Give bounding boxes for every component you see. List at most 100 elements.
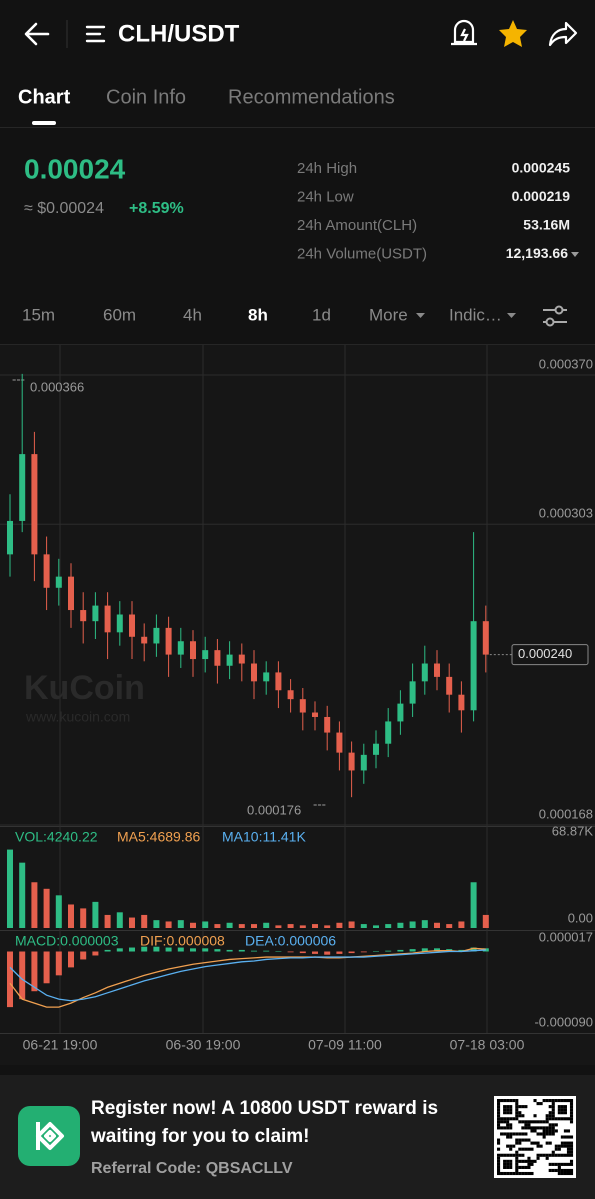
macd-bar: [7, 951, 13, 1008]
qr-module: [563, 1153, 567, 1157]
qr-module: [497, 1168, 501, 1173]
qr-module: [548, 1114, 552, 1118]
qr-module: [539, 1102, 543, 1106]
timeframe-option[interactable]: More: [369, 305, 408, 324]
qr-module: [569, 1102, 574, 1106]
qr-module: [554, 1168, 558, 1173]
alert-icon[interactable]: [451, 19, 477, 46]
qr-module: [557, 1171, 561, 1176]
qr-module: [545, 1117, 549, 1121]
qr-module: [497, 1099, 501, 1103]
qr-module: [518, 1141, 522, 1145]
macd-bar: [80, 951, 87, 960]
qr-module: [569, 1120, 574, 1124]
qr-module: [554, 1144, 558, 1148]
qr-module: [509, 1108, 513, 1112]
volume-bar: [177, 920, 184, 928]
volume-bar: [446, 924, 453, 928]
macd-bar: [238, 949, 245, 952]
candle-body: [92, 605, 99, 622]
qr-module: [533, 1129, 537, 1133]
share-icon[interactable]: [548, 21, 578, 47]
qr-module: [557, 1108, 561, 1112]
volume-bar: [153, 920, 160, 928]
qr-module: [497, 1102, 501, 1106]
candle-body: [275, 672, 282, 691]
stat-value: 12,193.66: [506, 245, 568, 261]
qr-module: [557, 1099, 561, 1103]
last-price-box: [511, 644, 589, 666]
qr-module: [533, 1141, 537, 1145]
qr-module: [563, 1105, 567, 1109]
min-marker: ---: [313, 796, 326, 811]
timeframe-option[interactable]: 4h: [183, 305, 202, 324]
qr-module: [527, 1162, 531, 1166]
qr-module: [509, 1144, 513, 1148]
max-marker: ---: [12, 371, 25, 386]
qr-module: [569, 1114, 574, 1118]
timeframe-option[interactable]: 15m: [22, 305, 55, 324]
qr-module: [533, 1114, 537, 1118]
qr-module: [518, 1171, 522, 1176]
qr-module: [569, 1144, 574, 1148]
qr-module: [551, 1108, 555, 1112]
volume-bar: [385, 924, 392, 928]
qr-module: [569, 1159, 574, 1163]
qr-module: [506, 1132, 510, 1136]
qr-module: [569, 1162, 574, 1166]
qr-module: [569, 1135, 574, 1139]
qr-module: [503, 1171, 507, 1176]
banner-headline: waiting for you to claim!: [90, 1126, 310, 1147]
qr-module: [512, 1132, 516, 1136]
x-tick-label: 06-21 19:00: [23, 1037, 98, 1053]
qr-module: [548, 1111, 552, 1115]
tab-active[interactable]: Chart: [18, 86, 71, 108]
menu-icon[interactable]: [85, 25, 106, 43]
qr-module: [536, 1132, 540, 1136]
qr-module: [557, 1153, 561, 1157]
volume-bar: [165, 921, 172, 928]
macd-bar: [43, 951, 50, 984]
volume-bar: [263, 922, 270, 928]
candle-body: [336, 732, 343, 753]
candle-body: [141, 636, 148, 644]
stat-value: 53.16M: [523, 217, 570, 233]
qr-module: [554, 1117, 558, 1121]
qr-module: [512, 1153, 516, 1157]
timeframe-option[interactable]: 60m: [103, 305, 136, 324]
watermark: www.kucoin.com: [25, 709, 130, 725]
dropdown-caret: [507, 313, 516, 318]
volume-bar: [336, 922, 343, 928]
qr-module: [497, 1126, 501, 1130]
qr-module: [509, 1165, 513, 1169]
qr-module: [521, 1147, 525, 1151]
tab[interactable]: Coin Info: [106, 86, 186, 108]
favorite-star[interactable]: [499, 20, 527, 47]
qr-module: [506, 1108, 510, 1112]
tab[interactable]: Recommendations: [228, 86, 395, 108]
qr-module: [551, 1153, 555, 1157]
qr-module: [554, 1099, 558, 1103]
candle-body: [312, 712, 318, 717]
timeframe-option[interactable]: 1d: [312, 305, 331, 324]
qr-module: [515, 1099, 519, 1103]
volume-tick-label: 0.00: [568, 910, 593, 925]
qr-module: [563, 1144, 567, 1148]
qr-module: [515, 1111, 519, 1115]
volume-bar: [470, 882, 477, 928]
chart-settings[interactable]: [543, 305, 567, 327]
qr-module: [497, 1120, 501, 1124]
timeframe-option[interactable]: Indic…: [449, 305, 502, 324]
volume-bar: [373, 925, 379, 928]
back-button[interactable]: [24, 22, 50, 46]
qr-module: [563, 1117, 567, 1121]
volume-bar: [92, 901, 99, 928]
qr-module: [521, 1120, 525, 1124]
macd-bar: [409, 949, 416, 952]
qr-module: [509, 1159, 513, 1163]
qr-module: [497, 1159, 501, 1163]
timeframe-option[interactable]: 8h: [248, 305, 268, 324]
qr-module: [548, 1099, 552, 1103]
logo-mark: [36, 1122, 64, 1150]
qr-module: [569, 1117, 574, 1121]
